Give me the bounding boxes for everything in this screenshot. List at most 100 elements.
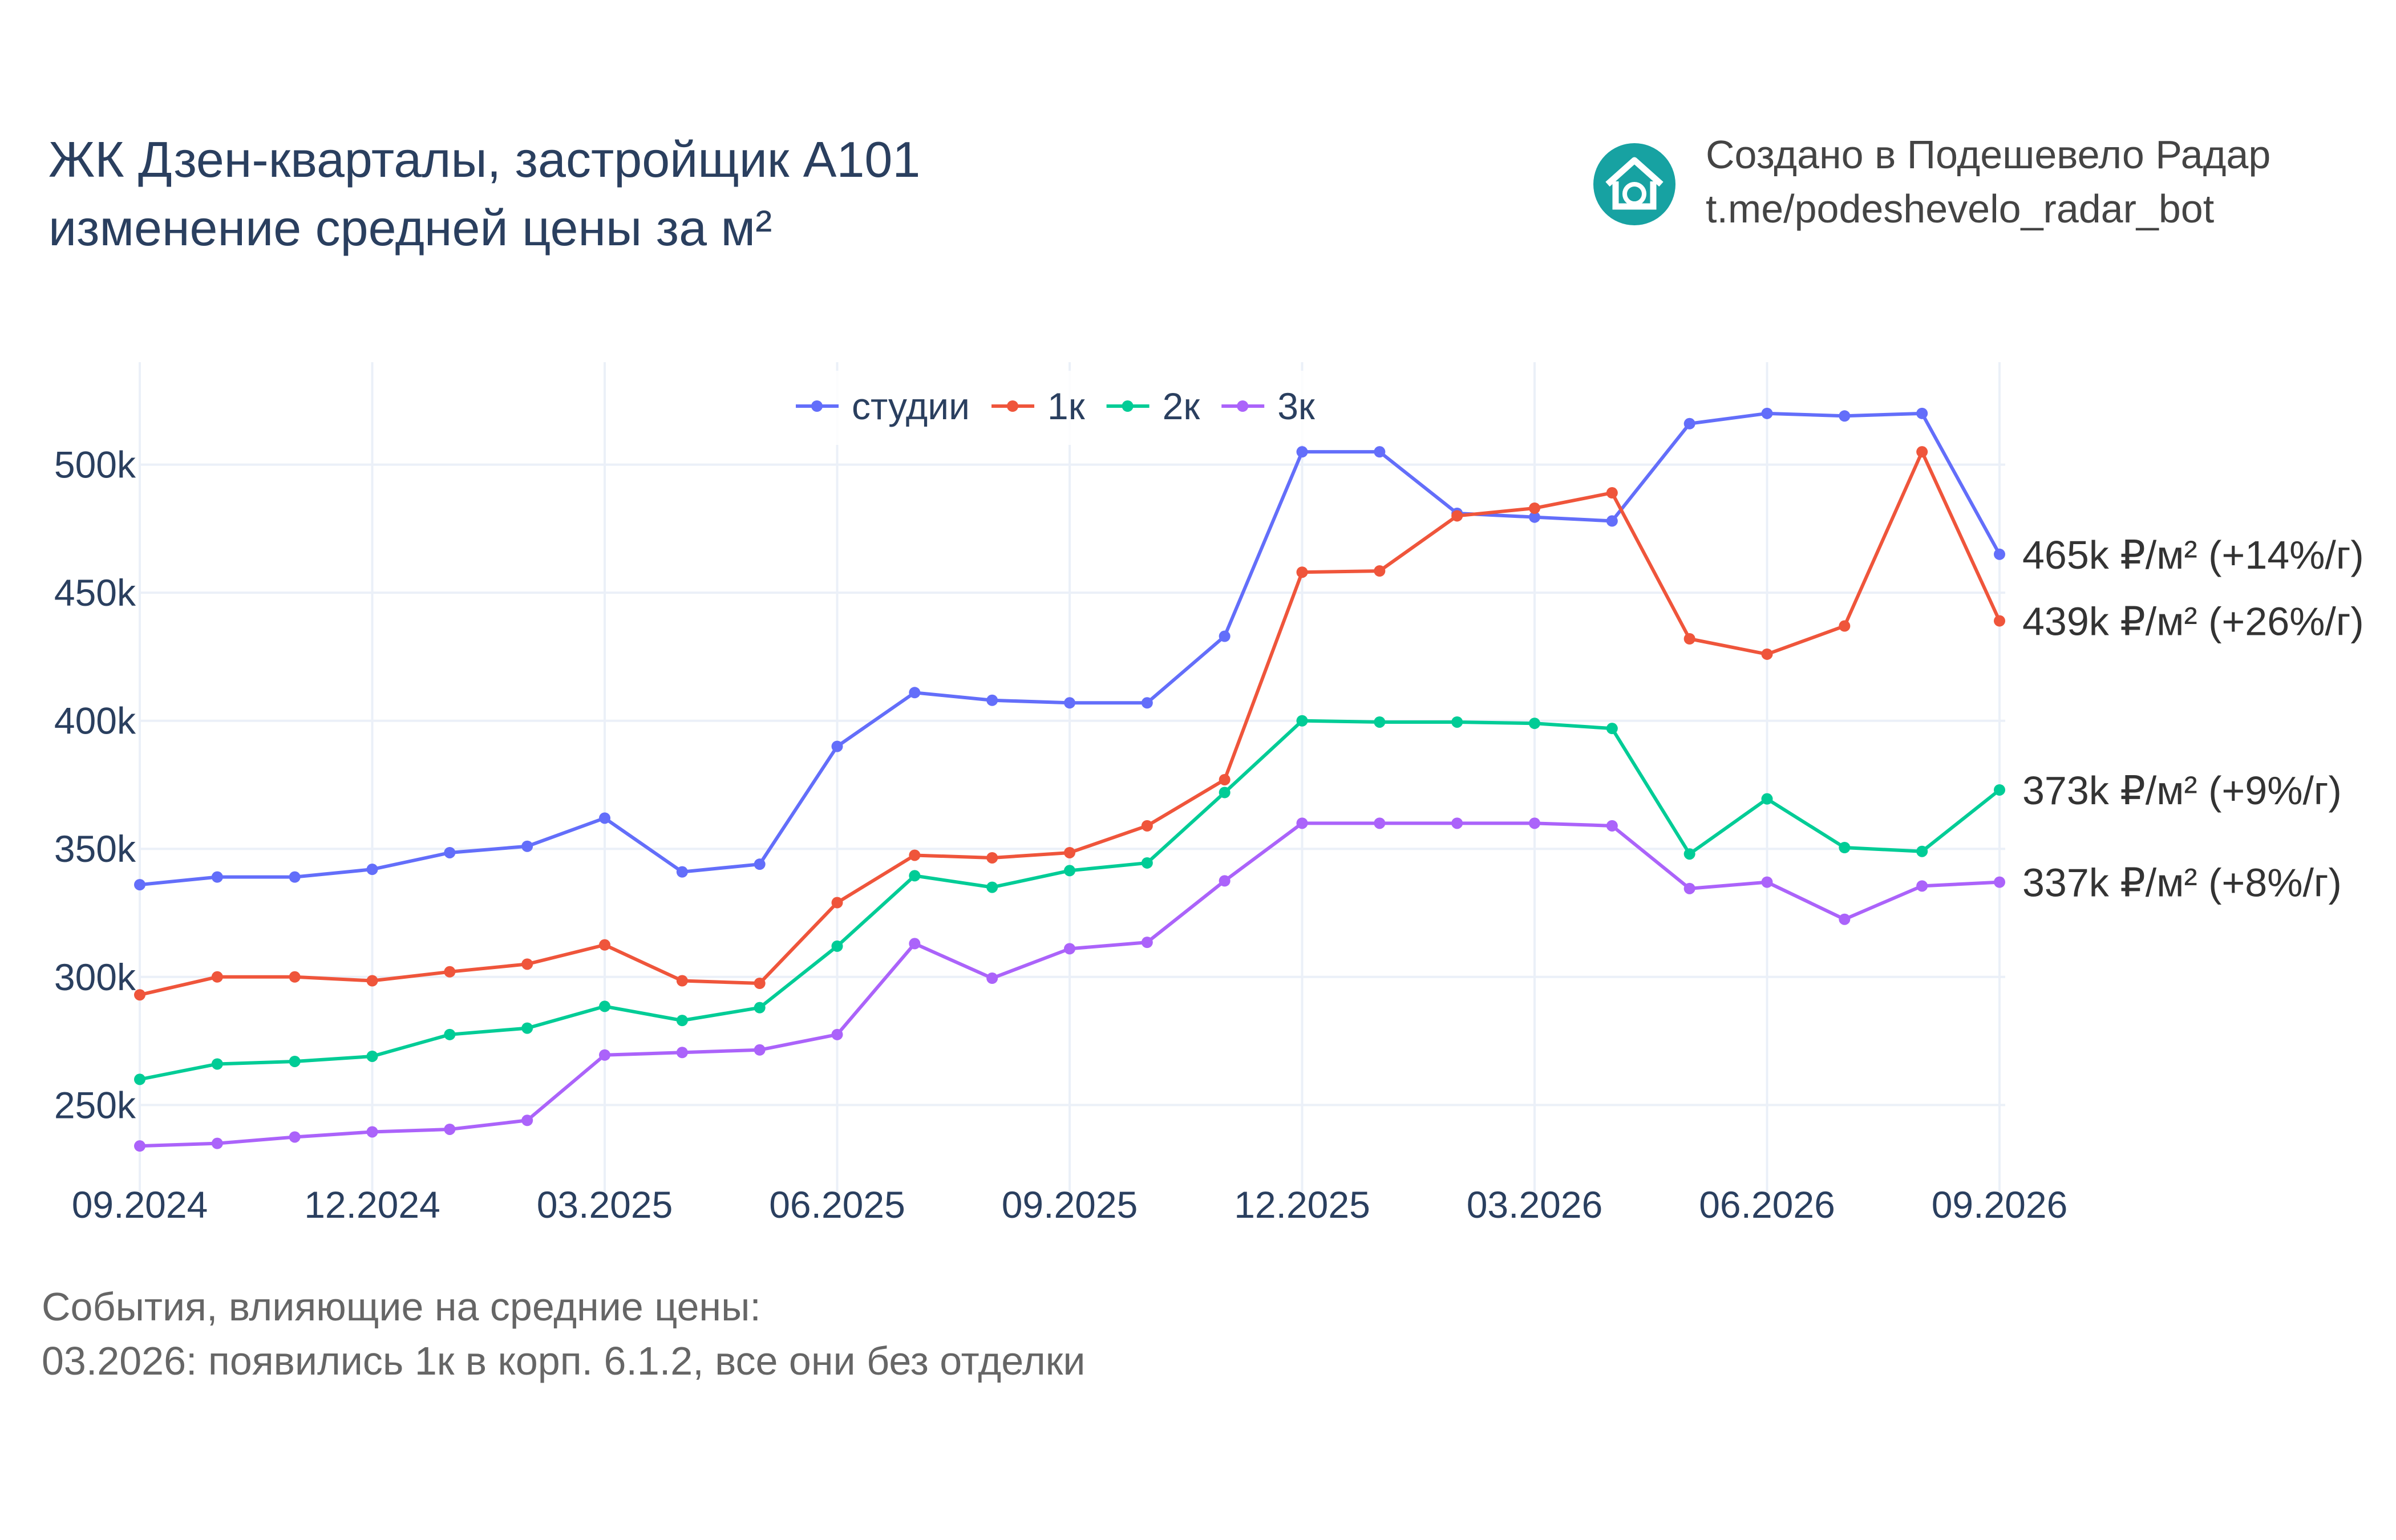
data-point [1451, 510, 1463, 522]
x-tick-label: 03.2025 [537, 1184, 673, 1226]
data-point [1761, 793, 1773, 805]
data-point [1916, 407, 1928, 419]
house-refresh-icon [1593, 143, 1675, 225]
x-axis-ticks: 09.2024 12.2024 03.2025 06.2025 09.2025 12.20… [72, 1184, 2068, 1226]
legend-label: 3к [1277, 385, 1316, 427]
data-point [444, 1028, 456, 1040]
data-point [1606, 723, 1618, 735]
data-point [1916, 880, 1928, 892]
data-point [289, 1055, 301, 1067]
data-point [676, 975, 688, 987]
legend-swatch-marker [1122, 400, 1134, 412]
data-point [754, 858, 766, 870]
data-point [1064, 943, 1075, 955]
data-point [1296, 817, 1308, 829]
data-point [1606, 487, 1618, 499]
data-point [1529, 502, 1540, 514]
data-point [1994, 615, 2005, 627]
data-point [1141, 697, 1153, 709]
y-gridlines [140, 463, 2005, 1107]
legend-label: 1к [1047, 385, 1086, 427]
data-point [909, 687, 921, 699]
data-point [289, 1131, 301, 1143]
data-point [831, 897, 843, 909]
data-point [831, 940, 843, 952]
data-point [1683, 418, 1695, 429]
data-point [289, 871, 301, 883]
data-point [134, 989, 145, 1001]
data-point [676, 866, 688, 878]
data-point [1529, 511, 1540, 523]
data-point [599, 939, 610, 951]
data-point [1761, 876, 1773, 888]
x-tick-label: 06.2025 [769, 1184, 905, 1226]
data-point [986, 881, 998, 893]
data-point [909, 938, 921, 950]
legend-swatch-marker [1007, 400, 1019, 412]
series-end-label: 373k ₽/м² (+9%/г) [2022, 768, 2342, 813]
data-point [754, 978, 766, 990]
legend-swatch-marker [811, 400, 823, 412]
data-point [909, 870, 921, 882]
x-tick-label: 09.2026 [1932, 1184, 2068, 1226]
data-point [521, 840, 533, 852]
events-heading: События, влияющие на средние цены: [42, 1284, 761, 1329]
data-point [521, 1022, 533, 1034]
series-end-label: 439k ₽/м² (+26%/г) [2022, 599, 2364, 644]
data-point [986, 694, 998, 706]
data-point [134, 879, 145, 891]
data-point [211, 1058, 223, 1070]
data-point [1374, 716, 1386, 728]
data-point [1219, 875, 1231, 887]
data-point [754, 1044, 766, 1056]
data-point [599, 1000, 610, 1012]
y-tick-label: 350k [54, 828, 136, 870]
y-tick-label: 250k [54, 1084, 136, 1126]
x-tick-label: 09.2024 [72, 1184, 208, 1226]
legend-item-2к[interactable]: 2к [1106, 385, 1201, 427]
data-point [1296, 446, 1308, 458]
data-point [831, 1028, 843, 1040]
data-point [521, 1115, 533, 1126]
data-point [134, 1140, 145, 1152]
credit-line2: t.me/podeshevelo_radar_bot [1706, 187, 2214, 231]
series-end-label: 337k ₽/м² (+8%/г) [2022, 861, 2342, 905]
y-tick-label: 400k [54, 700, 136, 742]
x-gridlines [139, 362, 2001, 1192]
legend-item-1к[interactable]: 1к [991, 385, 1086, 427]
data-point [1064, 697, 1075, 709]
data-point [1529, 718, 1540, 730]
data-point [831, 740, 843, 752]
events-note: 03.2026: появились 1к в корп. 6.1.2, все… [42, 1339, 1085, 1383]
data-point [754, 1002, 766, 1014]
data-point [1451, 716, 1463, 728]
series-1к [134, 446, 2005, 1001]
legend-label: студии [852, 385, 970, 427]
data-point [1451, 817, 1463, 829]
data-point [1916, 446, 1928, 458]
legend-label: 2к [1163, 385, 1201, 427]
data-point [521, 958, 533, 970]
data-point [986, 852, 998, 864]
data-point [1839, 410, 1851, 422]
data-point [366, 975, 378, 987]
data-point [1064, 846, 1075, 858]
data-point [1219, 787, 1231, 799]
data-point [599, 1049, 610, 1061]
data-point [1683, 848, 1695, 860]
series-студии [134, 407, 2005, 891]
data-point [211, 1137, 223, 1149]
data-point [1064, 865, 1075, 877]
data-point [1683, 882, 1695, 894]
data-point [444, 966, 456, 978]
data-point [1141, 820, 1153, 832]
data-point [366, 1126, 378, 1138]
data-point [1839, 620, 1851, 632]
legend-item-студии[interactable]: студии [796, 385, 970, 427]
y-axis-ticks: 250k 300k 350k 400k 450k 500k [54, 444, 136, 1126]
data-point [211, 871, 223, 883]
data-point [1761, 407, 1773, 419]
legend-item-3к[interactable]: 3к [1221, 385, 1316, 427]
data-point [444, 1123, 456, 1135]
